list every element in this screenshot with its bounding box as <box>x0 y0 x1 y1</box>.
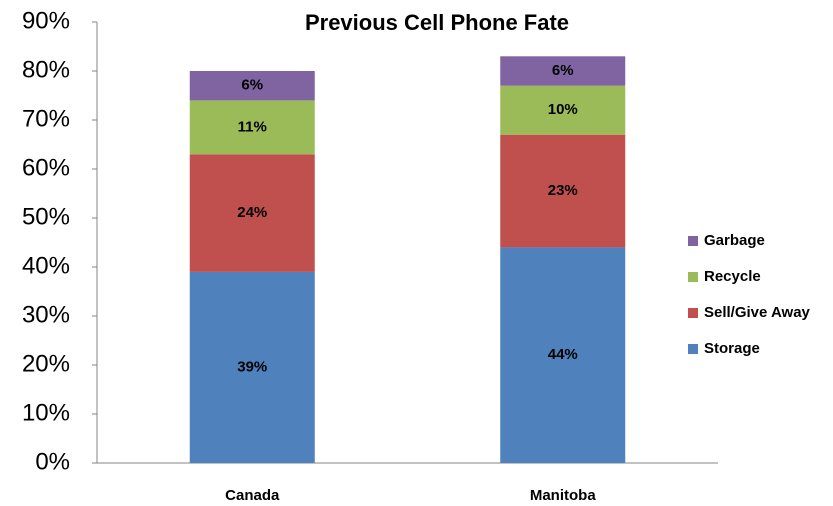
bar-segment <box>189 71 315 101</box>
y-tick-label: 50% <box>22 203 70 230</box>
legend-label: Storage <box>704 340 760 357</box>
y-tick-label: 70% <box>22 105 70 132</box>
data-label: 6% <box>241 77 263 94</box>
x-tick-label: Manitoba <box>530 487 596 504</box>
y-tick-label: 80% <box>22 56 70 83</box>
data-label: 39% <box>237 358 267 375</box>
data-label: 44% <box>548 346 578 363</box>
data-label: 6% <box>552 62 574 79</box>
legend-label: Garbage <box>704 232 765 249</box>
data-label: 24% <box>237 204 267 221</box>
data-label: 10% <box>548 101 578 118</box>
legend-swatch <box>688 272 698 282</box>
bar-segment <box>500 247 626 463</box>
y-tick-label: 30% <box>22 301 70 328</box>
y-tick-label: 90% <box>22 7 70 34</box>
bar-segment <box>189 100 315 155</box>
bar-segment <box>500 85 626 135</box>
legend-label: Sell/Give Away <box>704 304 811 321</box>
bar-segment <box>500 56 626 86</box>
bar-segment <box>500 134 626 248</box>
legend-swatch <box>688 236 698 246</box>
y-tick-label: 40% <box>22 252 70 279</box>
data-label: 23% <box>548 182 578 199</box>
legend-label: Recycle <box>704 268 761 285</box>
chart-title: Previous Cell Phone Fate <box>305 10 569 35</box>
bar-segment <box>189 154 315 272</box>
y-tick-label: 10% <box>22 399 70 426</box>
x-tick-label: Canada <box>225 487 280 504</box>
legend-swatch <box>688 308 698 318</box>
y-tick-label: 20% <box>22 350 70 377</box>
bar-segment <box>189 271 315 463</box>
data-label: 11% <box>238 118 267 135</box>
y-tick-label: 0% <box>35 448 70 475</box>
y-tick-label: 60% <box>22 154 70 181</box>
legend-swatch <box>688 344 698 354</box>
